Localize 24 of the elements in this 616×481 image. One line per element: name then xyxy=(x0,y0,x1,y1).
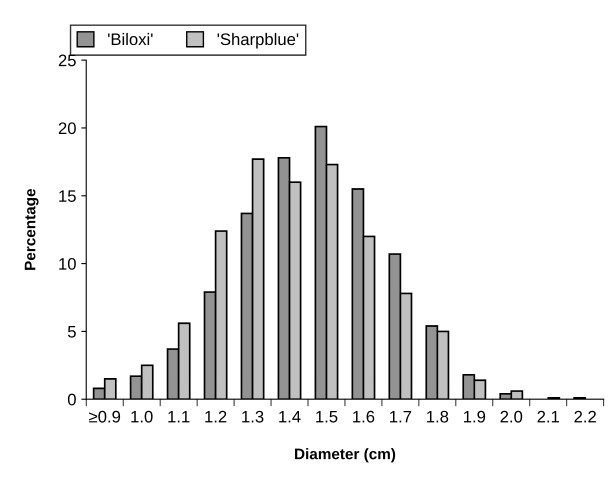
x-tick-label: 1.5 xyxy=(316,410,338,423)
legend-label: 'Biloxi' xyxy=(108,32,153,46)
x-tick-label: 1.2 xyxy=(205,410,226,422)
x-tick-label: 1.1 xyxy=(168,410,190,422)
legend-label: 'Sharpblue' xyxy=(218,32,298,48)
y-tick-label: 25 xyxy=(58,54,76,66)
x-tick-label: 1.9 xyxy=(464,410,486,423)
x-tick-label: 2.1 xyxy=(537,410,560,422)
y-tick-label: 0 xyxy=(68,394,76,406)
x-axis-title: Diameter (cm) xyxy=(295,448,396,462)
y-axis-title: Percentage xyxy=(24,189,39,270)
x-tick-label: 2.2 xyxy=(574,410,596,422)
x-tick-label: 1.4 xyxy=(279,410,301,422)
x-tick-label: 1.7 xyxy=(390,410,412,422)
y-tick-label: 15 xyxy=(59,190,76,202)
x-tick-label: 1.0 xyxy=(131,410,153,423)
x-tick-label: 1.8 xyxy=(427,410,448,423)
y-tick-label: 10 xyxy=(59,258,76,270)
x-tick-label: 2.0 xyxy=(500,410,522,423)
x-tick-label: 1.6 xyxy=(353,410,374,423)
x-tick-label: ≥0.9 xyxy=(89,410,120,423)
y-tick-label: 20 xyxy=(58,122,76,134)
y-tick-label: 5 xyxy=(68,326,76,338)
x-tick-label: 1.3 xyxy=(242,410,264,423)
